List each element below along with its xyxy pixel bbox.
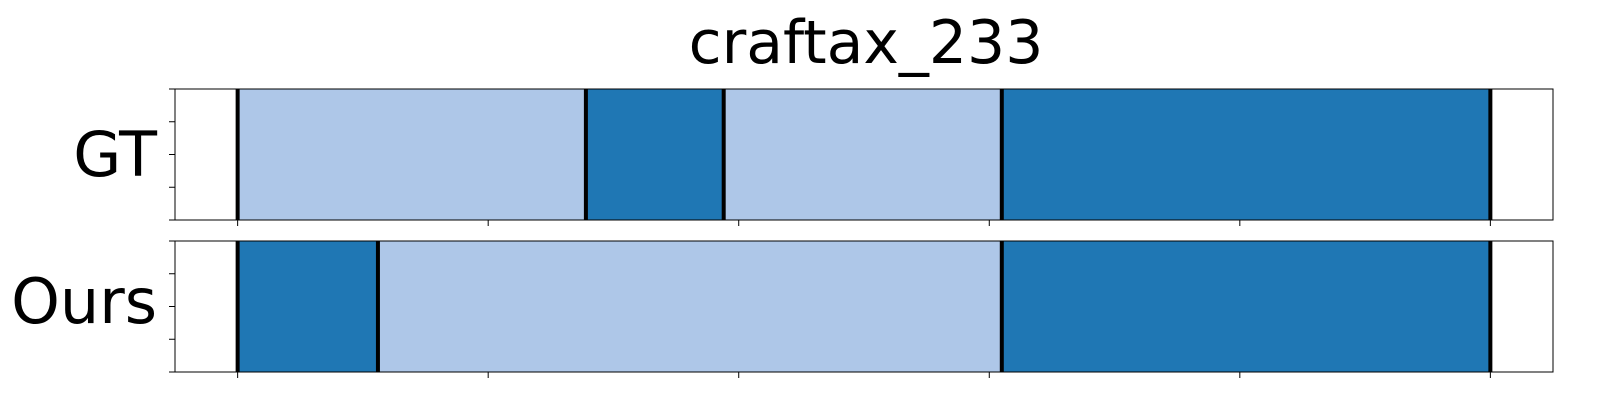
ours-segment-1 [237, 241, 378, 372]
row-gt: GT [73, 88, 1554, 226]
row-gt-boundaries [235, 89, 1493, 220]
ours-segment-2 [377, 241, 1002, 372]
row-ours-boundaries [235, 241, 1493, 372]
row-gt-label: GT [73, 118, 158, 191]
row-ours-ticks [169, 240, 1491, 378]
row-gt-ticks [169, 88, 1491, 226]
chart-title: craftax_233 [689, 8, 1044, 78]
row-ours-label: Ours [11, 265, 157, 338]
row-ours: Ours [11, 240, 1554, 378]
gt-segment-3 [723, 89, 1002, 220]
row-gt-segments [237, 89, 1491, 220]
ours-segment-3 [1001, 241, 1491, 372]
gt-segment-4 [1001, 89, 1491, 220]
gt-segment-1 [237, 89, 586, 220]
row-ours-segments [237, 241, 1491, 372]
gt-segment-2 [585, 89, 724, 220]
